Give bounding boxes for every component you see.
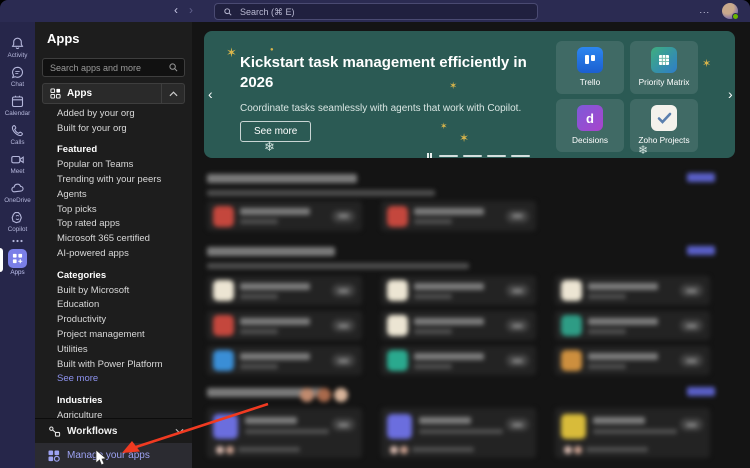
rail-item-chat[interactable]: Chat xyxy=(0,65,35,88)
apps-icon xyxy=(8,249,27,268)
sidebar-item-top-rated-apps[interactable]: Top rated apps xyxy=(57,218,120,230)
banner-title: Kickstart task management efficiently in… xyxy=(240,54,527,92)
rail-item-copilot[interactable]: Copilot xyxy=(0,210,35,233)
banner-app-decisions[interactable]: d Decisions xyxy=(556,99,624,152)
banner-app-trello[interactable]: Trello xyxy=(556,41,624,94)
rail-item-onedrive[interactable]: OneDrive xyxy=(0,181,35,204)
rail-item-meet[interactable]: Meet xyxy=(0,152,35,175)
phone-icon xyxy=(10,123,25,138)
sidebar-item-built-for-your-org[interactable]: Built for your org xyxy=(57,122,127,134)
sidebar-item-agriculture[interactable]: Agriculture xyxy=(57,410,103,419)
chevron-up-icon[interactable] xyxy=(162,90,184,97)
apps-search-input[interactable] xyxy=(48,61,164,74)
banner-subtitle: Coordinate tasks seamlessly with agents … xyxy=(240,103,522,114)
manage-your-apps-button[interactable]: Manage your apps xyxy=(35,443,192,468)
active-indicator xyxy=(0,248,3,272)
sidebar-item-built-by-microsoft[interactable]: Built by Microsoft xyxy=(57,284,130,296)
search-icon xyxy=(224,7,232,16)
video-icon xyxy=(10,152,25,167)
page-title: Apps xyxy=(47,31,80,46)
carousel-indicator[interactable] xyxy=(487,155,507,157)
more-dots-icon xyxy=(10,236,25,246)
banner-app-priority-matrix[interactable]: Priority Matrix xyxy=(630,41,698,94)
sidebar-item-project-management[interactable]: Project management xyxy=(57,329,145,341)
carousel-indicator[interactable] xyxy=(439,155,459,157)
title-bar: ‹ › ... xyxy=(0,0,750,22)
apps-accordion-header[interactable]: Apps xyxy=(42,83,185,104)
sidebar-item-education[interactable]: Education xyxy=(57,299,100,311)
sidebar-item-microsoft-365-certified[interactable]: Microsoft 365 certified xyxy=(57,233,150,245)
chevron-down-icon[interactable] xyxy=(175,428,184,434)
sidebar-item-trending-with-your-peers[interactable]: Trending with your peers xyxy=(57,174,162,186)
sidebar-item-built-with-power-platform[interactable]: Built with Power Platform xyxy=(57,358,163,370)
hero-banner: Kickstart task management efficiently in… xyxy=(204,31,735,158)
carousel-next-icon[interactable]: › xyxy=(728,86,733,102)
sidebar-item-productivity[interactable]: Productivity xyxy=(57,314,107,326)
app-rail: Activity Chat Calendar Calls Meet OneDri… xyxy=(0,22,35,468)
sidebar-item-popular-on-teams[interactable]: Popular on Teams xyxy=(57,159,134,171)
global-search[interactable] xyxy=(214,3,538,20)
sidebar-item-agents[interactable]: Agents xyxy=(57,188,87,200)
rail-item-calls[interactable]: Calls xyxy=(0,123,35,146)
apps-sidebar: Apps Apps Added by your org Built for you… xyxy=(35,22,192,468)
calendar-icon xyxy=(10,94,25,109)
search-input[interactable] xyxy=(238,5,502,18)
sidebar-nav: Added by your org Built for your org Featu… xyxy=(35,106,192,419)
chat-icon xyxy=(10,65,25,80)
cloud-icon xyxy=(10,181,25,196)
status-badge xyxy=(732,13,739,20)
star-decoration: ✶ xyxy=(440,121,448,131)
trello-icon xyxy=(577,47,603,73)
decisions-icon: d xyxy=(577,105,603,131)
star-decoration: ✶ xyxy=(226,45,237,60)
star-decoration: ✶ xyxy=(702,58,712,70)
bell-icon xyxy=(10,36,25,51)
rail-item-calendar[interactable]: Calendar xyxy=(0,94,35,117)
carousel-indicator[interactable] xyxy=(511,155,531,157)
back-icon[interactable]: ‹ xyxy=(174,3,178,17)
rail-item-activity[interactable]: Activity xyxy=(0,36,35,59)
search-icon xyxy=(169,63,178,72)
sidebar-group-featured: Featured xyxy=(57,144,98,156)
pause-icon[interactable] xyxy=(427,153,433,158)
rail-item-apps[interactable]: Apps xyxy=(0,249,35,276)
more-options-icon[interactable]: ... xyxy=(699,5,710,15)
sidebar-group-categories: Categories xyxy=(57,269,107,281)
carousel-indicator[interactable] xyxy=(463,155,483,157)
star-decoration: ✶ xyxy=(459,131,470,145)
see-more-link[interactable]: See more xyxy=(57,373,99,385)
sidebar-item-top-picks[interactable]: Top picks xyxy=(57,203,97,215)
sidebar-item-added-by-your-org[interactable]: Added by your org xyxy=(57,107,135,119)
priority-matrix-icon xyxy=(651,47,677,73)
copilot-icon xyxy=(10,210,25,225)
main-content: Kickstart task management efficiently in… xyxy=(192,22,750,468)
carousel-prev-icon[interactable]: ‹ xyxy=(208,86,213,102)
forward-icon[interactable]: › xyxy=(189,3,193,17)
sidebar-item-ai-powered-apps[interactable]: AI-powered apps xyxy=(57,248,129,260)
avatar[interactable] xyxy=(722,3,739,20)
zoho-projects-icon xyxy=(651,105,677,131)
rail-item-more[interactable] xyxy=(0,236,35,246)
workflows-icon xyxy=(49,426,61,437)
grid-icon xyxy=(50,88,61,99)
workflows-row[interactable]: Workflows xyxy=(35,418,192,443)
see-more-button[interactable]: See more xyxy=(240,121,312,142)
apps-search[interactable] xyxy=(42,58,185,77)
sidebar-item-utilities[interactable]: Utilities xyxy=(57,343,88,355)
banner-app-zoho-projects[interactable]: Zoho Projects xyxy=(630,99,698,152)
sidebar-group-industries: Industries xyxy=(57,395,103,407)
carousel-controls xyxy=(427,153,531,158)
manage-apps-icon xyxy=(48,450,60,462)
